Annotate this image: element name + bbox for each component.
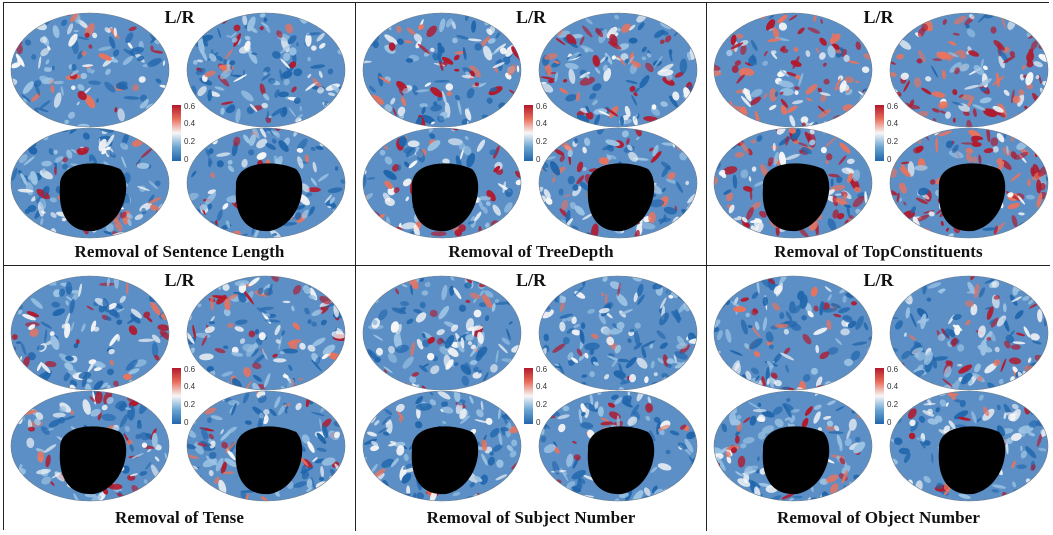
medial-wall bbox=[762, 426, 830, 495]
brain-lh-lateral bbox=[714, 13, 872, 127]
colorbar: 0.6 0.4 0.2 0 bbox=[875, 365, 915, 427]
brain-lh-medial bbox=[363, 391, 521, 501]
colorbar-gradient bbox=[524, 105, 533, 161]
colorbar-tick: 0.4 bbox=[184, 119, 196, 128]
colorbar-tick: 0.2 bbox=[536, 137, 548, 146]
colorbar-tick: 0.2 bbox=[887, 137, 899, 146]
panel-subject-number: L/R 0.6 0.4 0.2 0 Removal of Subject Num… bbox=[356, 266, 707, 531]
medial-wall bbox=[587, 163, 655, 232]
hemisphere-label: L/R bbox=[164, 7, 195, 27]
colorbar-tick: 0.6 bbox=[184, 102, 196, 111]
brain-rh-lateral bbox=[187, 276, 345, 390]
figure-grid: L/R 0.6 0.4 0.2 0 Removal of Sentence Le… bbox=[3, 2, 1050, 531]
brain-surface-maps bbox=[10, 275, 346, 502]
colorbar-tick: 0.2 bbox=[536, 400, 548, 409]
brain-rh-medial bbox=[187, 391, 345, 501]
colorbar-tick: 0 bbox=[536, 418, 541, 427]
colorbar-tick: 0.6 bbox=[887, 102, 899, 111]
brain-surface-maps bbox=[713, 275, 1049, 502]
colorbar-gradient bbox=[875, 368, 884, 424]
hemisphere-label: L/R bbox=[164, 270, 195, 290]
medial-wall bbox=[59, 163, 127, 232]
colorbar: 0.6 0.4 0.2 0 bbox=[524, 365, 564, 427]
medial-wall bbox=[235, 163, 303, 232]
brain-lh-medial bbox=[11, 391, 169, 501]
brain-lh-lateral bbox=[11, 276, 169, 390]
medial-wall bbox=[59, 426, 127, 495]
colorbar: 0.6 0.4 0.2 0 bbox=[172, 365, 212, 427]
brain-surface-maps bbox=[362, 275, 698, 502]
colorbar-tick: 0 bbox=[184, 418, 189, 427]
colorbar-tick: 0.4 bbox=[184, 382, 196, 391]
brain-lh-lateral bbox=[363, 13, 521, 127]
medial-wall bbox=[938, 163, 1006, 232]
brain-rh-lateral bbox=[890, 276, 1048, 390]
colorbar-tick: 0.4 bbox=[536, 382, 548, 391]
medial-wall bbox=[235, 426, 303, 495]
medial-wall bbox=[587, 426, 655, 495]
colorbar-tick: 0 bbox=[887, 418, 892, 427]
colorbar-tick: 0 bbox=[184, 155, 189, 164]
brain-lh-medial bbox=[363, 128, 521, 238]
colorbar-tick: 0.4 bbox=[887, 119, 899, 128]
colorbar-tick: 0 bbox=[887, 155, 892, 164]
brain-lh-medial bbox=[714, 391, 872, 501]
colorbar: 0.6 0.4 0.2 0 bbox=[172, 102, 212, 164]
colorbar-tick: 0.6 bbox=[184, 365, 196, 374]
medial-wall bbox=[411, 163, 479, 232]
brain-rh-lateral bbox=[187, 13, 345, 127]
colorbar-gradient bbox=[524, 368, 533, 424]
brain-rh-medial bbox=[890, 128, 1048, 238]
brain-rh-medial bbox=[187, 128, 345, 238]
brain-rh-medial bbox=[539, 128, 697, 238]
panel-topconstituents: L/R 0.6 0.4 0.2 0 Removal of TopConstitu… bbox=[707, 3, 1050, 266]
panel-title: Removal of TopConstituents bbox=[774, 242, 983, 261]
colorbar: 0.6 0.4 0.2 0 bbox=[524, 102, 564, 164]
hemisphere-label: L/R bbox=[515, 270, 547, 290]
hemisphere-label: L/R bbox=[515, 7, 547, 27]
medial-wall bbox=[762, 163, 830, 232]
colorbar-tick: 0.4 bbox=[887, 382, 899, 391]
brain-lh-medial bbox=[11, 128, 169, 238]
colorbar-tick: 0.2 bbox=[887, 400, 899, 409]
colorbar-gradient bbox=[875, 105, 884, 161]
brain-surface-maps bbox=[10, 12, 346, 239]
colorbar-tick: 0.2 bbox=[184, 400, 196, 409]
panel-title: Removal of Sentence Length bbox=[74, 242, 285, 261]
colorbar-tick: 0.4 bbox=[536, 119, 548, 128]
colorbar-tick: 0.6 bbox=[887, 365, 899, 374]
brain-lh-lateral bbox=[363, 276, 521, 390]
panel-title: Removal of Object Number bbox=[776, 508, 981, 527]
colorbar-gradient bbox=[172, 368, 181, 424]
colorbar-gradient bbox=[172, 105, 181, 161]
brain-surface-maps bbox=[362, 12, 698, 239]
colorbar-tick: 0.2 bbox=[184, 137, 196, 146]
medial-wall bbox=[938, 426, 1006, 495]
panel-title: Removal of Tense bbox=[114, 508, 245, 527]
panel-title: Removal of Subject Number bbox=[426, 508, 636, 527]
colorbar-tick: 0.6 bbox=[536, 365, 548, 374]
panel-sentence-length: L/R 0.6 0.4 0.2 0 Removal of Sentence Le… bbox=[4, 3, 356, 266]
brain-lh-lateral bbox=[714, 276, 872, 390]
brain-surface-maps bbox=[713, 12, 1049, 239]
colorbar-tick: 0 bbox=[536, 155, 541, 164]
brain-lh-medial bbox=[714, 128, 872, 238]
brain-lh-lateral bbox=[11, 13, 169, 127]
panel-treedepth: L/R 0.6 0.4 0.2 0 Removal of TreeDepth bbox=[356, 3, 707, 266]
hemisphere-label: L/R bbox=[863, 7, 894, 27]
medial-wall bbox=[411, 426, 479, 495]
colorbar: 0.6 0.4 0.2 0 bbox=[875, 102, 915, 164]
hemisphere-label: L/R bbox=[863, 270, 894, 290]
panel-title: Removal of TreeDepth bbox=[448, 242, 614, 261]
panel-object-number: L/R 0.6 0.4 0.2 0 Removal of Object Numb… bbox=[707, 266, 1050, 531]
panel-tense: L/R 0.6 0.4 0.2 0 Removal of Tense bbox=[4, 266, 356, 531]
colorbar-tick: 0.6 bbox=[536, 102, 548, 111]
